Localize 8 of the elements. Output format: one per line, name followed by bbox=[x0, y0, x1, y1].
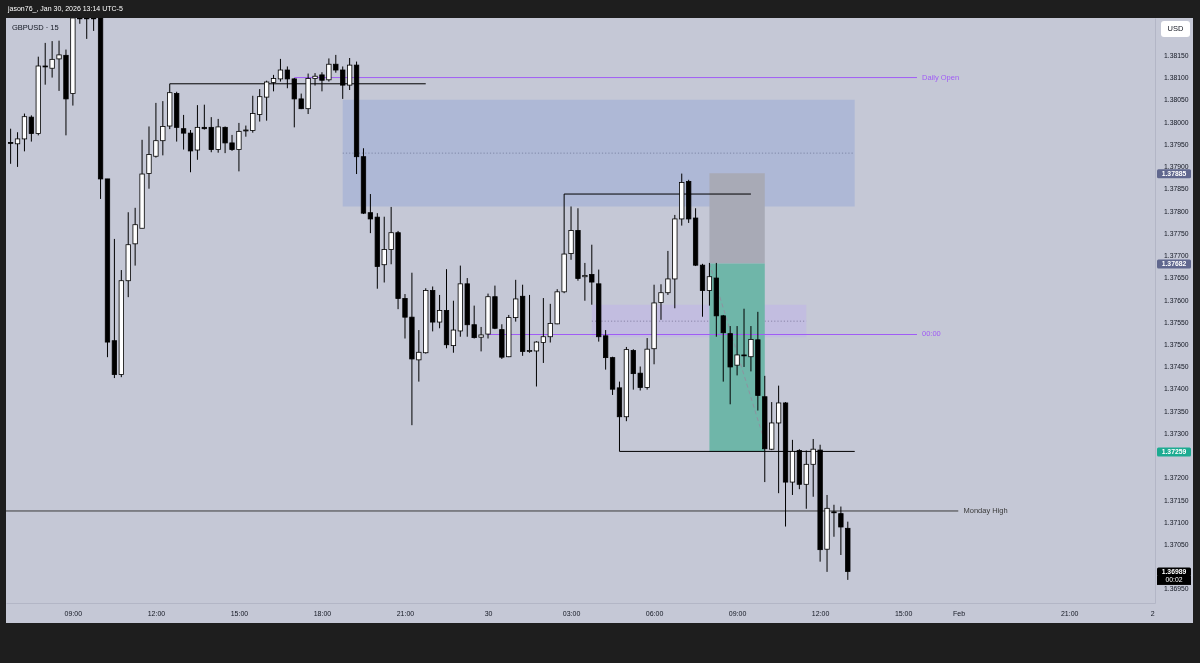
candlestick bbox=[14, 131, 21, 168]
candlestick bbox=[526, 294, 533, 354]
candlestick bbox=[533, 340, 540, 388]
candlestick bbox=[838, 506, 844, 556]
candlestick bbox=[8, 128, 14, 165]
candlestick bbox=[180, 114, 187, 151]
candlestick bbox=[187, 129, 194, 173]
candlestick bbox=[21, 113, 28, 152]
